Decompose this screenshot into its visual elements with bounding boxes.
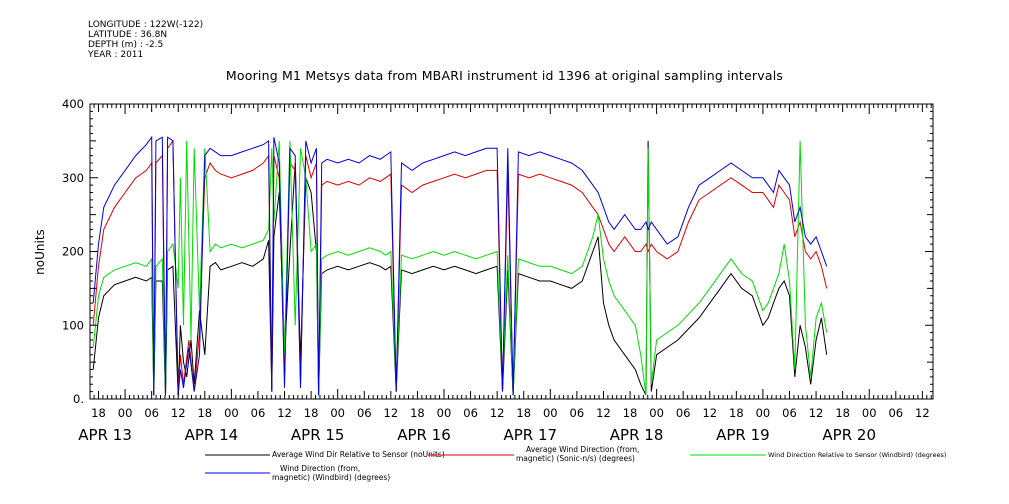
x-hour-label: 18 [304,406,319,420]
x-hour-label: 00 [756,406,771,420]
metadata-block: LONGITUDE : 122W(-122) LATITUDE : 36.8N … [88,20,203,60]
x-hour-label: 12 [384,406,399,420]
legend-label-2: Average Wind Direction (from, magnetic) (… [516,445,639,463]
chart-title: Mooring M1 Metsys data from MBARI instru… [225,68,784,83]
longitude-text: LONGITUDE : 122W(-122) [88,20,204,30]
x-date-label: APR 18 [610,426,664,444]
x-hour-label: 12 [277,406,292,420]
x-hour-label: 06 [676,406,691,420]
y-tick-label: 0. [73,392,84,406]
x-hour-label: 00 [118,406,133,420]
x-hour-label: 12 [702,406,717,420]
y-tick-label: 400 [62,97,84,111]
series-line-4 [92,135,828,396]
y-axis: 0. 100 200 300 400 [62,97,933,406]
x-hour-label: 06 [463,406,478,420]
x-date-label: APR 15 [291,426,345,444]
x-hour-label: 12 [490,406,505,420]
series-line-1 [92,140,828,396]
series-line-2 [92,139,828,396]
x-hour-label: 12 [171,406,186,420]
x-hour-label: 12 [596,406,611,420]
x-hour-label: 12 [915,406,930,420]
series-layer [92,135,828,396]
legend-label-3: Wind Direction Relative to Sensor (Windb… [768,451,946,459]
x-date-label: APR 13 [78,426,132,444]
x-hour-label: 18 [197,406,212,420]
x-hour-label: 18 [410,406,425,420]
y-axis-label: noUnits [33,229,47,275]
x-date-label: APR 17 [504,426,558,444]
x-hour-label: 18 [623,406,638,420]
x-hour-label: 06 [144,406,159,420]
y-tick-label: 200 [62,245,84,259]
x-hour-label: 18 [516,406,531,420]
latitude-text: LATITUDE : 36.8N [88,30,168,40]
x-hour-label: 06 [888,406,903,420]
series-line-3 [92,140,828,396]
legend: Average Wind Dir Relative to Sensor (noU… [205,445,946,482]
x-axis: 18 00 06 12 18 00 06 12 18 00 06 12 18 00 06 12 18 00 06 12… [78,104,932,444]
x-hour-label: 12 [809,406,824,420]
x-hour-label: 18 [91,406,106,420]
x-hour-label: 00 [862,406,877,420]
x-hour-label: 06 [570,406,585,420]
x-hour-label: 06 [251,406,266,420]
x-date-label: APR 20 [822,426,876,444]
x-hour-label: 18 [835,406,850,420]
x-date-label: APR 14 [185,426,239,444]
y-tick-label: 100 [62,318,84,332]
depth-text: DEPTH (m) : -2.5 [88,40,164,50]
x-hour-label: 18 [729,406,744,420]
x-hour-label: 00 [437,406,452,420]
x-hour-label: 00 [330,406,345,420]
x-hour-label: 00 [649,406,664,420]
x-date-label: APR 19 [716,426,770,444]
x-hour-label: 00 [224,406,239,420]
x-hour-label: 00 [543,406,558,420]
x-hour-label: 06 [782,406,797,420]
y-tick-label: 300 [62,171,84,185]
legend-label-4: Wind Direction (from, magnetic) (Windbird… [272,464,390,482]
x-date-label: APR 16 [397,426,451,444]
legend-label-1: Average Wind Dir Relative to Sensor (noU… [272,450,445,459]
x-hour-label: 06 [357,406,372,420]
year-text: YEAR : 2011 [88,50,144,60]
